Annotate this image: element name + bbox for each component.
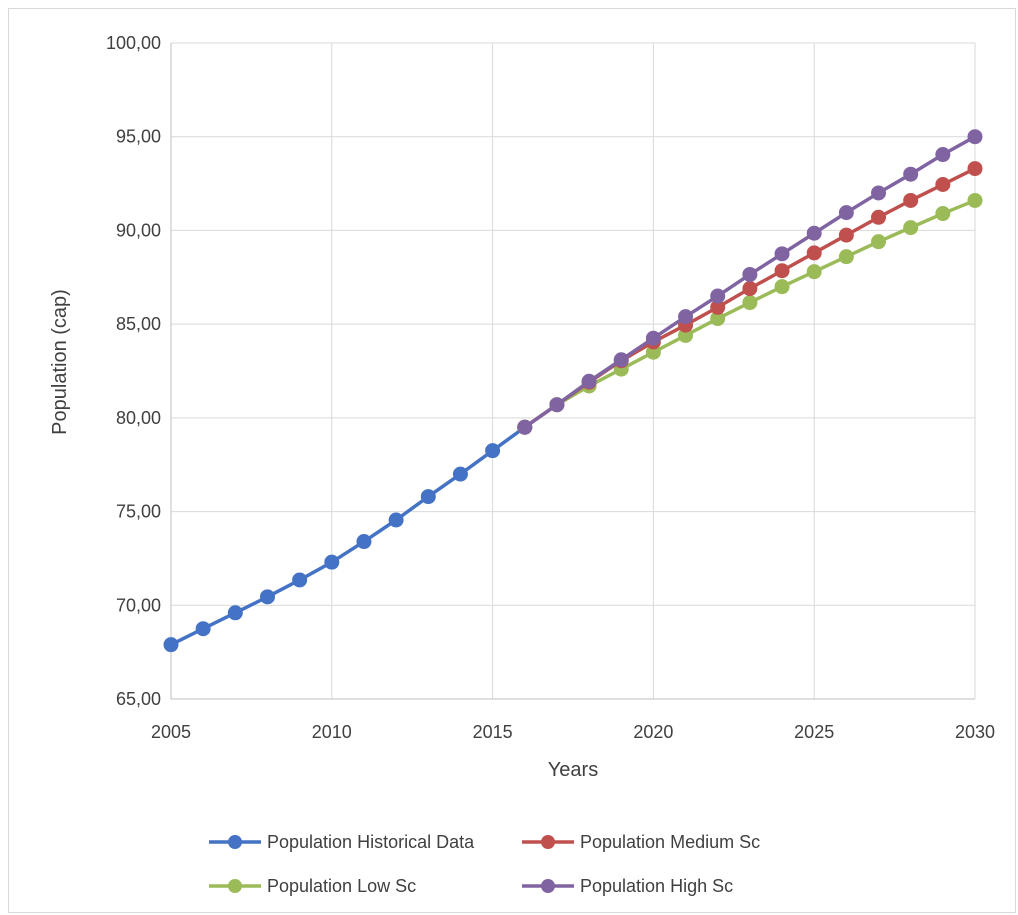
data-point <box>967 161 983 177</box>
series-population-historical-data <box>163 419 533 653</box>
data-point <box>324 554 340 570</box>
data-point <box>935 147 951 163</box>
y-tick-label: 75,00 <box>116 502 161 522</box>
data-point <box>227 605 243 621</box>
legend-label: Population Low Sc <box>267 876 416 896</box>
data-point <box>452 466 468 482</box>
y-tick-label: 100,00 <box>106 33 161 53</box>
data-point <box>838 227 854 243</box>
legend-label: Population Medium Sc <box>580 832 760 852</box>
legend-item: Population High Sc <box>522 876 733 896</box>
y-tick-label: 80,00 <box>116 408 161 428</box>
x-tick-label: 2015 <box>473 722 513 742</box>
data-point <box>581 373 597 389</box>
x-tick-label: 2020 <box>633 722 673 742</box>
data-point <box>871 234 887 250</box>
series-layer <box>163 129 983 653</box>
data-point <box>935 177 951 193</box>
data-point <box>774 279 790 295</box>
series-line <box>523 198 976 429</box>
data-point <box>903 220 919 236</box>
data-point <box>967 129 983 145</box>
y-tick-label: 85,00 <box>116 314 161 334</box>
data-point <box>806 225 822 241</box>
data-point <box>549 397 565 413</box>
data-point <box>871 185 887 201</box>
tick-labels: 65,00 70,00 75,00 80,00 85,00 90,00 95,00 100,0… <box>106 33 995 742</box>
data-point <box>774 246 790 262</box>
y-axis-title: Population (cap) <box>49 289 71 435</box>
data-point <box>163 637 179 653</box>
data-point <box>710 288 726 304</box>
x-tick-label: 2005 <box>151 722 191 742</box>
data-point <box>645 330 661 346</box>
legend-label: Population High Sc <box>580 876 733 896</box>
y-tick-label: 90,00 <box>116 220 161 240</box>
data-point <box>903 166 919 182</box>
y-tick-label: 70,00 <box>116 595 161 615</box>
data-point <box>742 281 758 297</box>
series-population-low-sc <box>517 192 983 435</box>
legend-item: Population Historical Data <box>209 832 475 852</box>
data-point <box>774 263 790 279</box>
y-tick-label: 65,00 <box>116 689 161 709</box>
legend-item: Population Low Sc <box>209 876 416 896</box>
data-point <box>871 209 887 225</box>
data-point <box>903 192 919 208</box>
chart-frame <box>8 8 1016 913</box>
data-point <box>838 249 854 265</box>
gridlines <box>171 42 976 699</box>
data-point <box>742 295 758 311</box>
data-point <box>967 192 983 208</box>
data-point <box>678 309 694 325</box>
data-point <box>259 589 275 605</box>
series-line <box>170 425 526 647</box>
data-point <box>613 352 629 368</box>
legend-item: Population Medium Sc <box>522 832 760 852</box>
data-point <box>517 419 533 435</box>
data-point <box>742 266 758 282</box>
data-point <box>838 205 854 221</box>
y-tick-label: 95,00 <box>116 127 161 147</box>
data-point <box>356 534 372 550</box>
data-point <box>806 264 822 280</box>
x-tick-label: 2030 <box>955 722 995 742</box>
legend-swatch-marker <box>228 835 242 849</box>
x-tick-label: 2010 <box>312 722 352 742</box>
data-point <box>195 621 211 637</box>
data-point <box>935 206 951 222</box>
data-point <box>292 572 308 588</box>
legend-swatch-marker <box>228 879 242 893</box>
x-tick-label: 2025 <box>794 722 834 742</box>
data-point <box>806 245 822 261</box>
legend-swatch-marker <box>541 835 555 849</box>
series-population-high-sc <box>517 129 983 435</box>
x-axis-title: Years <box>548 759 598 781</box>
legend: Population Historical Data Population Med… <box>209 832 760 896</box>
legend-label: Population Historical Data <box>267 832 475 852</box>
data-point <box>388 512 404 528</box>
axes <box>170 43 975 700</box>
legend-swatch-marker <box>541 879 555 893</box>
data-point <box>420 489 436 505</box>
data-point <box>485 443 501 459</box>
